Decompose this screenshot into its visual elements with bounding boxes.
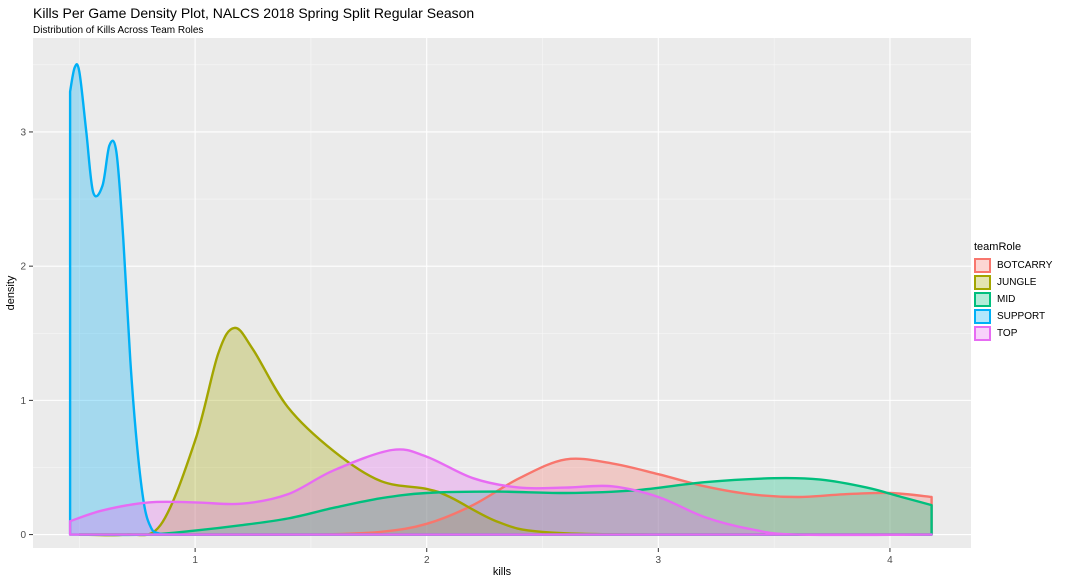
legend: teamRole BOTCARRY JUNGLE MID SUPPORT TOP xyxy=(974,241,1052,342)
legend-label: SUPPORT xyxy=(997,311,1046,322)
legend-item-mid: MID xyxy=(974,291,1052,308)
legend-title: teamRole xyxy=(974,241,1022,253)
legend-swatch xyxy=(974,309,991,324)
x-tick-label: 4 xyxy=(887,555,893,566)
legend-item-botcarry: BOTCARRY xyxy=(974,257,1052,274)
density-line-top xyxy=(68,448,933,537)
chart-title: Kills Per Game Density Plot, NALCS 2018 … xyxy=(33,5,475,21)
y-axis-title: density xyxy=(5,275,17,310)
density-area-botcarry xyxy=(79,458,932,535)
legend-items: BOTCARRY JUNGLE MID SUPPORT TOP xyxy=(974,257,1052,342)
minor-gridlines xyxy=(33,38,971,548)
density-line-mid xyxy=(78,476,933,537)
plot-panel xyxy=(33,38,971,548)
legend-label: MID xyxy=(997,294,1016,305)
legend-label: BOTCARRY xyxy=(997,260,1053,271)
legend-swatch xyxy=(974,275,991,290)
legend-swatch xyxy=(974,258,991,273)
x-tick-label: 1 xyxy=(192,555,198,566)
density-area-jungle xyxy=(79,327,932,536)
legend-swatch xyxy=(974,326,991,341)
y-tick-label: 2 xyxy=(20,262,26,273)
chart-subtitle: Distribution of Kills Across Team Roles xyxy=(33,25,204,36)
legend-swatch xyxy=(974,292,991,307)
legend-label: JUNGLE xyxy=(997,277,1037,288)
x-tick-label: 2 xyxy=(424,555,430,566)
legend-label: TOP xyxy=(997,328,1018,339)
x-axis-title: kills xyxy=(493,566,512,578)
legend-item-top: TOP xyxy=(974,325,1052,342)
axis-ticks: 1 2 3 4 0 1 2 3 xyxy=(20,127,893,566)
legend-item-support: SUPPORT xyxy=(974,308,1052,325)
legend-item-jungle: JUNGLE xyxy=(974,274,1052,291)
x-tick-label: 3 xyxy=(656,555,662,566)
y-tick-label: 0 xyxy=(20,530,26,541)
y-tick-label: 3 xyxy=(20,127,26,138)
y-tick-label: 1 xyxy=(20,396,26,407)
density-lines xyxy=(68,63,933,537)
